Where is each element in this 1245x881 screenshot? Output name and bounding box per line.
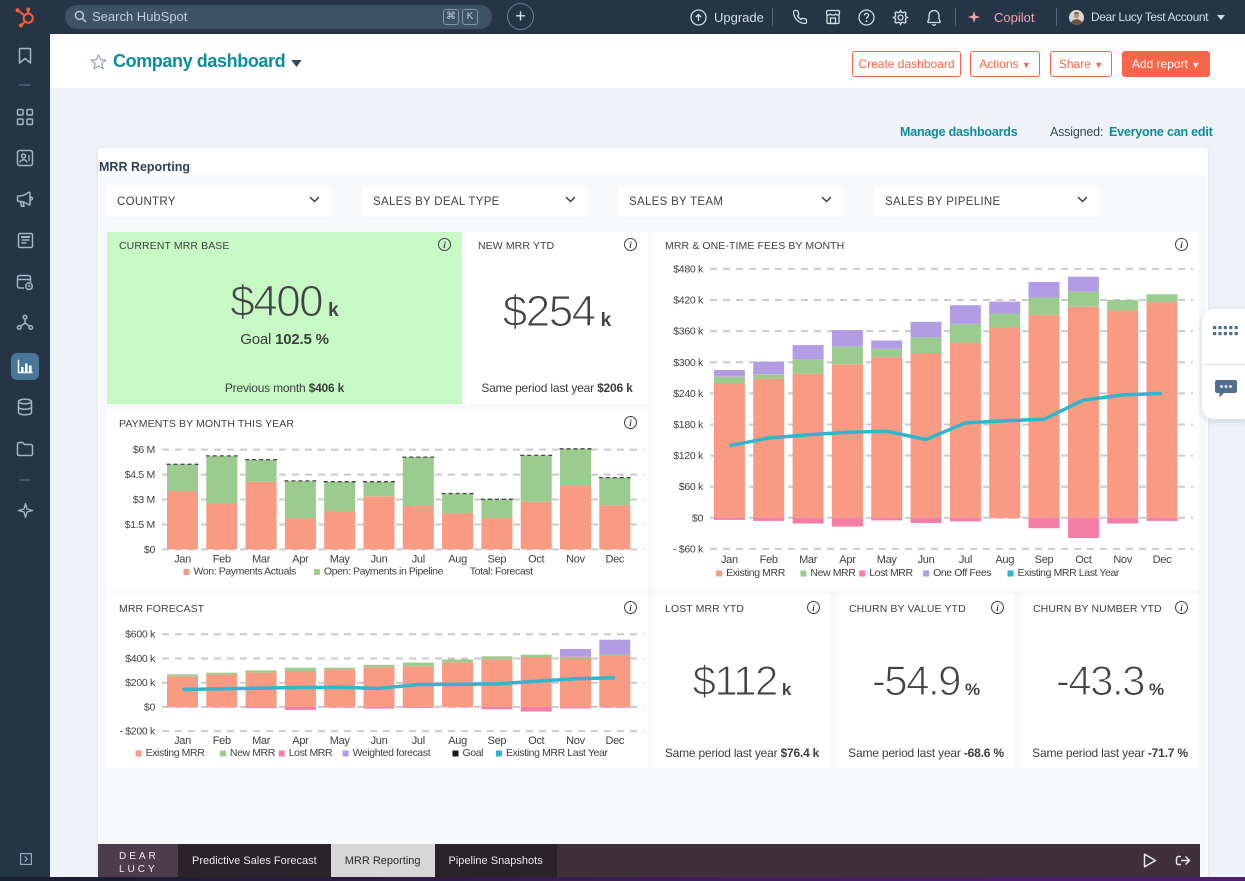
svg-text:Open: Payments in Pipeline: Open: Payments in Pipeline <box>324 566 444 578</box>
svg-text:Lost MRR: Lost MRR <box>289 747 333 759</box>
svg-text:Won: Payments Actuals: Won: Payments Actuals <box>194 566 296 578</box>
svg-text:Oct: Oct <box>528 554 544 566</box>
svg-text:New MRR: New MRR <box>230 747 276 759</box>
svg-text:Aug: Aug <box>448 735 467 747</box>
svg-text:New MRR: New MRR <box>810 567 856 579</box>
svg-text:May: May <box>330 554 351 566</box>
svg-text:$0: $0 <box>144 544 156 556</box>
svg-text:$420 k: $420 k <box>673 295 704 307</box>
svg-text:$0: $0 <box>692 512 704 524</box>
svg-text:Jan: Jan <box>174 735 191 747</box>
svg-text:Goal: Goal <box>463 747 484 759</box>
svg-text:Existing MRR Last Year: Existing MRR Last Year <box>1018 567 1120 579</box>
svg-text:Oct: Oct <box>528 735 544 747</box>
svg-text:Feb: Feb <box>213 735 231 747</box>
svg-text:Aug: Aug <box>448 554 467 566</box>
svg-text:Nov: Nov <box>1113 554 1132 566</box>
svg-text:Jul: Jul <box>412 735 425 747</box>
svg-text:Jan: Jan <box>174 554 191 566</box>
svg-text:$120 k: $120 k <box>673 450 704 462</box>
svg-text:- $200 k: - $200 k <box>119 726 156 738</box>
svg-text:$1.5 M: $1.5 M <box>125 519 155 531</box>
svg-text:Jun: Jun <box>371 735 388 747</box>
svg-text:$360 k: $360 k <box>673 326 704 338</box>
svg-text:Mar: Mar <box>252 735 271 747</box>
svg-text:Feb: Feb <box>213 554 231 566</box>
svg-text:Sep: Sep <box>488 554 507 566</box>
svg-text:$240 k: $240 k <box>673 388 704 400</box>
svg-text:Jan: Jan <box>721 554 738 566</box>
svg-text:Jun: Jun <box>918 554 935 566</box>
svg-text:Existing MRR: Existing MRR <box>726 567 786 579</box>
svg-text:Mar: Mar <box>799 554 818 566</box>
svg-text:Existing MRR: Existing MRR <box>146 747 206 759</box>
svg-text:Apr: Apr <box>292 735 309 747</box>
svg-text:$400 k: $400 k <box>125 653 156 665</box>
svg-text:$4.5 M: $4.5 M <box>125 469 155 481</box>
svg-text:$0: $0 <box>144 701 156 713</box>
svg-text:Dec: Dec <box>1153 554 1172 566</box>
svg-text:Apr: Apr <box>839 554 856 566</box>
svg-text:Sep: Sep <box>1035 554 1054 566</box>
svg-text:Existing MRR Last Year: Existing MRR Last Year <box>506 747 608 759</box>
svg-text:Sep: Sep <box>488 735 507 747</box>
svg-text:May: May <box>877 554 898 566</box>
svg-text:$200 k: $200 k <box>125 677 156 689</box>
svg-text:Total: Forecast: Total: Forecast <box>470 566 533 578</box>
svg-text:$300 k: $300 k <box>673 357 704 369</box>
svg-text:Oct: Oct <box>1075 554 1091 566</box>
svg-text:$60 k: $60 k <box>679 481 704 493</box>
svg-text:Mar: Mar <box>252 554 271 566</box>
svg-text:Dec: Dec <box>605 554 624 566</box>
svg-text:Nov: Nov <box>566 554 585 566</box>
svg-text:Lost MRR: Lost MRR <box>869 567 913 579</box>
svg-text:May: May <box>330 735 351 747</box>
svg-text:$6 M: $6 M <box>133 444 155 456</box>
svg-text:Jun: Jun <box>371 554 388 566</box>
svg-text:One Off Fees: One Off Fees <box>933 567 991 579</box>
svg-text:$480 k: $480 k <box>673 263 704 275</box>
svg-text:Feb: Feb <box>760 554 778 566</box>
svg-text:Jul: Jul <box>412 554 425 566</box>
svg-text:$180 k: $180 k <box>673 419 704 431</box>
svg-text:- $60 k: - $60 k <box>673 543 704 555</box>
svg-text:Apr: Apr <box>292 554 309 566</box>
svg-text:$3 M: $3 M <box>133 494 155 506</box>
svg-text:$600 k: $600 k <box>125 629 156 641</box>
svg-text:Jul: Jul <box>959 554 972 566</box>
svg-text:Nov: Nov <box>566 735 585 747</box>
svg-text:Dec: Dec <box>605 735 624 747</box>
svg-text:Weighted forecast: Weighted forecast <box>353 747 431 759</box>
svg-text:Aug: Aug <box>995 554 1014 566</box>
